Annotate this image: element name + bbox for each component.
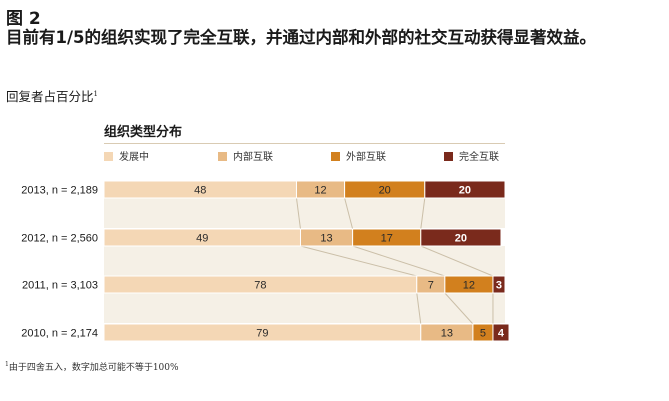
- chart-title: 组织类型分布: [104, 125, 183, 140]
- legend-swatch: [104, 152, 113, 161]
- row-label: 2010, n = 2,174: [21, 328, 98, 340]
- value-label: 3: [496, 280, 502, 292]
- title-divider: [104, 143, 505, 144]
- value-label: 7: [428, 280, 434, 292]
- legend-swatch: [331, 152, 340, 161]
- connector-line: [300, 245, 417, 277]
- figure-title: 目前有1/5的组织实现了完全互联，并通过内部和外部的社交互动获得显著效益。: [6, 28, 596, 47]
- value-label: 78: [254, 280, 266, 292]
- bar-segment: [492, 323, 510, 342]
- value-label: 12: [314, 185, 326, 197]
- row-label: 2011, n = 3,103: [22, 280, 98, 292]
- subtitle-note-mark: 1: [93, 89, 98, 98]
- bar-segment: [420, 228, 502, 247]
- legend-label: 内部互联: [233, 150, 273, 163]
- footnote-mark: 1: [5, 361, 9, 368]
- footnote: 1由于四舍五入，数字加总可能不等于100%: [5, 360, 179, 373]
- figure-label: 图 2: [6, 9, 41, 29]
- connector-line: [444, 292, 474, 325]
- legend-label: 完全互联: [459, 150, 499, 163]
- value-label: 13: [320, 233, 332, 245]
- value-label: 4: [498, 328, 505, 340]
- connector-line: [352, 245, 446, 277]
- footnote-text: 由于四舍五入，数字加总可能不等于100%: [8, 363, 179, 373]
- row-label: 2013, n = 2,189: [21, 185, 98, 197]
- value-label: 20: [455, 233, 467, 245]
- value-label: 13: [441, 328, 453, 340]
- connector-line: [295, 197, 301, 230]
- chart-subtitle: 回复者占百分比1: [6, 86, 98, 105]
- row-band: [104, 246, 505, 276]
- value-label: 49: [196, 233, 208, 245]
- value-label: 17: [381, 233, 393, 245]
- value-label: 5: [480, 328, 486, 340]
- row-band: [104, 293, 505, 323]
- legend-swatch: [444, 152, 453, 161]
- legend-swatch: [218, 152, 227, 161]
- legend-label: 发展中: [119, 150, 149, 163]
- row-label: 2012, n = 2,560: [21, 233, 98, 245]
- row-band: [104, 198, 505, 228]
- subtitle-text: 回复者占百分比: [6, 89, 94, 104]
- connector-line: [420, 245, 494, 277]
- value-label: 79: [256, 328, 268, 340]
- value-label: 48: [194, 185, 206, 197]
- legend-label: 外部互联: [346, 150, 386, 163]
- value-label: 12: [463, 280, 475, 292]
- value-label: 20: [379, 185, 391, 197]
- bar-segment: [424, 180, 506, 199]
- connector-line: [416, 292, 422, 325]
- bar-segment: [492, 275, 506, 294]
- connector-line: [420, 197, 426, 230]
- value-label: 20: [459, 185, 471, 197]
- connector-line: [344, 197, 354, 230]
